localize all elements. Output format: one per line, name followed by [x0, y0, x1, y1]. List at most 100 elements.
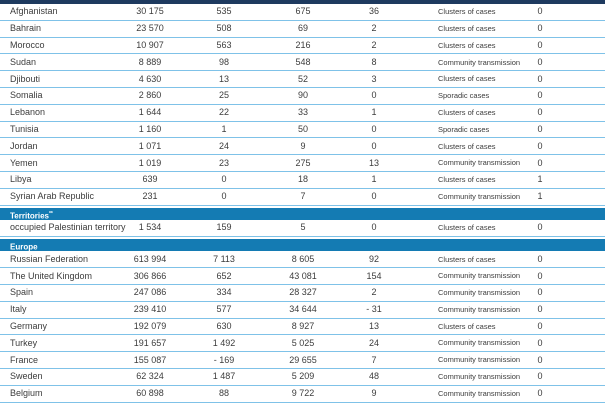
country-name-cell: Syrian Arab Republic: [10, 191, 95, 202]
days-since-last-case-cell: 0: [537, 354, 543, 365]
new-deaths-cell: 1: [371, 107, 377, 118]
new-deaths-cell: 7: [371, 354, 377, 365]
table-row: Somalia 2 860 25 90 0 Sporadic cases 0: [0, 88, 605, 105]
days-since-last-case-cell: 0: [537, 253, 543, 264]
days-since-last-case-cell: 0: [537, 6, 543, 17]
new-cases-cell: 98: [218, 56, 229, 67]
transmission-classification-cell: Community transmission: [438, 355, 521, 365]
section-header-row: Territories**: [0, 205, 605, 221]
total-cases-cell: 10 907: [136, 39, 164, 50]
new-cases-cell: 508: [216, 23, 232, 34]
total-cases-cell: 60 898: [136, 388, 164, 399]
days-since-last-case-cell: 0: [537, 222, 543, 233]
transmission-classification-cell: Community transmission: [438, 57, 521, 67]
country-name-cell: Somalia: [10, 90, 43, 101]
transmission-classification-cell: Clusters of cases: [438, 40, 496, 50]
total-deaths-cell: 7: [300, 191, 306, 202]
table-row: Turkey 191 657 1 492 5 025 24 Community …: [0, 335, 605, 353]
new-cases-cell: 1 492: [212, 337, 236, 348]
country-name-cell: Libya: [10, 174, 32, 185]
transmission-classification-cell: Clusters of cases: [438, 23, 496, 33]
total-deaths-cell: 216: [295, 39, 311, 50]
new-cases-cell: 22: [218, 107, 229, 118]
total-deaths-cell: 5 209: [291, 371, 315, 382]
section-label: Territories: [10, 211, 49, 221]
days-since-last-case-cell: 0: [537, 90, 543, 101]
total-cases-cell: 306 866: [133, 270, 167, 281]
total-deaths-cell: 275: [295, 157, 311, 168]
total-cases-cell: 2 860: [138, 90, 162, 101]
new-deaths-cell: 2: [371, 39, 377, 50]
new-deaths-cell: 0: [371, 140, 377, 151]
country-name-cell: Italy: [10, 304, 27, 315]
table-row: Lebanon 1 644 22 33 1 Clusters of cases …: [0, 105, 605, 122]
transmission-classification-cell: Clusters of cases: [438, 141, 496, 151]
new-cases-cell: 1: [221, 123, 227, 134]
transmission-classification-cell: Clusters of cases: [438, 254, 496, 264]
days-since-last-case-cell: 0: [537, 320, 543, 331]
table-row: Afghanistan 30 175 535 675 36 Clusters o…: [0, 4, 605, 21]
new-cases-cell: 334: [216, 287, 232, 298]
new-cases-cell: 630: [216, 320, 232, 331]
total-cases-cell: 1 071: [138, 140, 162, 151]
total-cases-cell: 155 087: [133, 354, 167, 365]
days-since-last-case-cell: 0: [537, 123, 543, 134]
total-deaths-cell: 90: [297, 90, 308, 101]
country-name-cell: Bahrain: [10, 23, 42, 34]
days-since-last-case-cell: 0: [537, 287, 543, 298]
table-row: Morocco 10 907 563 216 2 Clusters of cas…: [0, 38, 605, 55]
new-cases-cell: 1 487: [212, 371, 236, 382]
new-deaths-cell: 0: [371, 90, 377, 101]
table-row: occupied Palestinian territory 1 534 159…: [0, 220, 605, 237]
country-name-cell: The United Kingdom: [10, 270, 93, 281]
days-since-last-case-cell: 0: [537, 73, 543, 84]
days-since-last-case-cell: 0: [537, 388, 543, 399]
days-since-last-case-cell: 0: [537, 23, 543, 34]
country-name-cell: Djibouti: [10, 73, 41, 84]
new-cases-cell: 0: [221, 174, 227, 185]
total-deaths-cell: 34 644: [289, 304, 317, 315]
total-cases-cell: 1 160: [138, 123, 162, 134]
table-row: Belgium 60 898 88 9 722 9 Community tran…: [0, 386, 605, 403]
total-cases-cell: 639: [142, 174, 158, 185]
new-cases-cell: 535: [216, 6, 232, 17]
new-deaths-cell: 0: [371, 191, 377, 202]
days-since-last-case-cell: 0: [537, 56, 543, 67]
new-cases-cell: 159: [216, 222, 232, 233]
total-deaths-cell: 675: [295, 6, 311, 17]
transmission-classification-cell: Clusters of cases: [438, 7, 496, 17]
country-name-cell: Sudan: [10, 56, 37, 67]
table-row: Libya 639 0 18 1 Clusters of cases 1: [0, 172, 605, 189]
transmission-classification-cell: Community transmission: [438, 191, 521, 201]
days-since-last-case-cell: 0: [537, 270, 543, 281]
new-deaths-cell: 154: [366, 270, 382, 281]
new-deaths-cell: 13: [368, 320, 379, 331]
table-row: Syrian Arab Republic 231 0 7 0 Community…: [0, 189, 605, 206]
country-name-cell: Belgium: [10, 388, 43, 399]
days-since-last-case-cell: 0: [537, 304, 543, 315]
country-name-cell: Germany: [10, 320, 48, 331]
new-deaths-cell: - 31: [366, 304, 382, 315]
days-since-last-case-cell: 0: [537, 337, 543, 348]
total-deaths-cell: 28 327: [289, 287, 317, 298]
new-cases-cell: 25: [218, 90, 229, 101]
new-cases-cell: 23: [218, 157, 229, 168]
transmission-classification-cell: Community transmission: [438, 372, 521, 382]
total-cases-cell: 4 630: [138, 73, 162, 84]
total-cases-cell: 8 889: [138, 56, 162, 67]
total-deaths-cell: 8 605: [291, 253, 315, 264]
total-deaths-cell: 43 081: [289, 270, 317, 281]
new-deaths-cell: 48: [368, 371, 379, 382]
transmission-classification-cell: Clusters of cases: [438, 223, 496, 233]
country-name-cell: Spain: [10, 287, 34, 298]
new-cases-cell: 24: [218, 140, 229, 151]
table-top-border: [0, 0, 605, 4]
transmission-classification-cell: Community transmission: [438, 338, 521, 348]
days-since-last-case-cell: 0: [537, 107, 543, 118]
transmission-classification-cell: Sporadic cases: [438, 91, 490, 101]
new-cases-cell: - 169: [213, 354, 235, 365]
days-since-last-case-cell: 1: [537, 174, 543, 185]
new-deaths-cell: 24: [368, 337, 379, 348]
total-deaths-cell: 5 025: [291, 337, 315, 348]
table-row: Italy 239 410 577 34 644 - 31 Community …: [0, 302, 605, 319]
